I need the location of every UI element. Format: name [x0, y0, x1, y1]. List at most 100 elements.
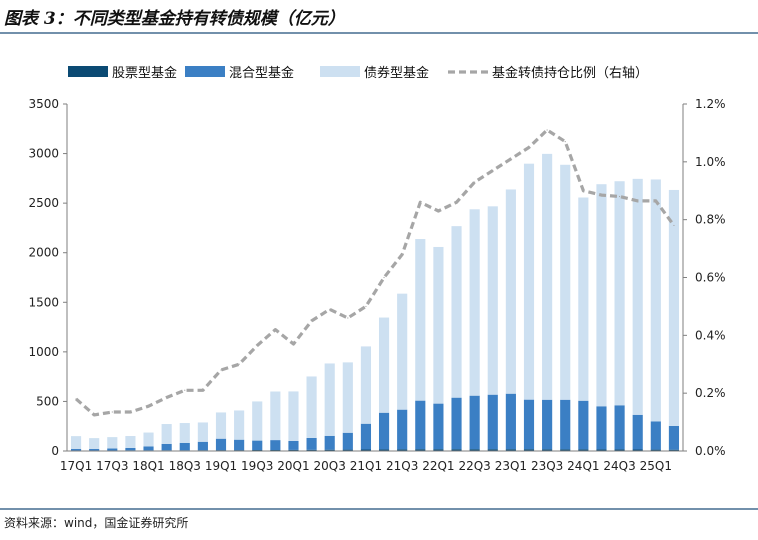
- bar-bond-fund: [143, 432, 154, 447]
- bar-mixed-fund: [469, 395, 480, 450]
- x-tick-label: 22Q3: [458, 459, 490, 473]
- y-left-tick-label: 500: [36, 394, 59, 408]
- ratio-line: [75, 128, 676, 417]
- ratio-point: [546, 129, 548, 131]
- ratio-point: [365, 305, 367, 308]
- ratio-point: [637, 200, 639, 202]
- ratio-point: [618, 195, 621, 198]
- bar-mixed-fund: [596, 406, 607, 450]
- bar-stock-fund: [397, 449, 408, 451]
- y-right-tick-label: 0.8%: [695, 213, 726, 227]
- bar-mixed-fund: [578, 400, 589, 450]
- bar-bond-fund: [306, 376, 317, 438]
- figure-title: 图表 3：不同类型基金持有转债规模（亿元）: [4, 9, 345, 29]
- x-tick-label: 23Q3: [531, 459, 563, 473]
- y-left-tick-label: 1000: [28, 345, 59, 359]
- bar-mixed-fund: [397, 409, 408, 450]
- bar-mixed-fund: [668, 425, 680, 450]
- y-left-tick-label: 3000: [28, 147, 59, 161]
- y-left-tick-label: 2500: [28, 196, 59, 210]
- ratio-point: [510, 158, 512, 160]
- legend-stock-label: 股票型基金: [112, 65, 177, 81]
- bar-bond-fund: [378, 317, 390, 413]
- ratio-point: [474, 181, 476, 183]
- bar-mixed-fund: [161, 443, 172, 451]
- bar-mixed-fund: [252, 440, 263, 451]
- x-tick-label: 23Q1: [495, 459, 527, 473]
- legend-bond-swatch: [320, 66, 360, 77]
- bar-stock-fund: [433, 449, 444, 451]
- bar-mixed-fund: [234, 439, 245, 451]
- source-note: 资料来源：wind，国金证券研究所: [4, 516, 189, 530]
- bar-bond-fund: [360, 346, 372, 424]
- x-tick-label: 21Q1: [350, 459, 382, 473]
- bar-mixed-fund: [324, 435, 335, 450]
- bar-mixed-fund: [415, 400, 426, 450]
- y-left-tick-label: 1500: [28, 295, 59, 309]
- ratio-point: [147, 405, 150, 407]
- bar-mixed-fund: [542, 399, 553, 450]
- ratio-point: [93, 414, 95, 416]
- legend-mixed: 混合型基金: [185, 65, 294, 81]
- bar-bond-fund: [397, 293, 408, 410]
- bar-mixed-fund: [288, 440, 299, 450]
- bar-stock-fund: [324, 449, 335, 451]
- y-left-tick-label: 3500: [28, 97, 59, 111]
- bar-stock-fund: [560, 449, 571, 451]
- bar-stock-fund: [523, 449, 535, 451]
- bar-mixed-fund: [143, 446, 154, 451]
- bar-stock-fund: [596, 449, 607, 451]
- bar-stock-fund: [650, 449, 661, 451]
- x-tick-label: 19Q3: [241, 459, 273, 473]
- x-tick-label: 20Q3: [314, 459, 346, 473]
- bar-bond-fund: [614, 181, 625, 406]
- y-right-tick-label: 0.0%: [695, 444, 726, 458]
- legend-ratio-label: 基金转债持仓比例（右轴）: [492, 65, 648, 81]
- y-axis-left: 0 500 1000 1500 2000 2500 3000 3500: [28, 97, 68, 458]
- ratio-point: [292, 343, 295, 345]
- bar-stock-fund: [542, 449, 553, 451]
- legend-stock: 股票型基金: [68, 65, 177, 81]
- bar-stock-fund: [360, 449, 372, 451]
- bar-bond-fund: [523, 163, 535, 400]
- bar-bond-fund: [596, 184, 607, 407]
- bar-mixed-fund: [632, 414, 643, 450]
- bar-stock-fund: [469, 449, 480, 451]
- legend: 股票型基金 混合型基金 债券型基金 基金转债持仓比例（右轴）: [68, 65, 648, 81]
- bar-mixed-fund: [505, 393, 516, 450]
- bars: [70, 153, 680, 451]
- ratio-point: [347, 317, 349, 319]
- bar-bond-fund: [415, 239, 426, 401]
- bar-mixed-fund: [560, 399, 571, 450]
- x-tick-label: 25Q1: [640, 459, 672, 473]
- bar-stock-fund: [487, 449, 498, 451]
- bar-mixed-fund: [378, 412, 390, 450]
- ratio-point: [455, 201, 458, 203]
- ratio-point: [310, 320, 313, 322]
- bar-stock-fund: [306, 449, 317, 451]
- bar-bond-fund: [107, 437, 118, 449]
- bar-bond-fund: [89, 438, 100, 450]
- ratio-point: [238, 363, 240, 365]
- bar-mixed-fund: [197, 441, 208, 451]
- ratio-point: [383, 276, 385, 279]
- bar-mixed-fund: [306, 437, 317, 450]
- y-right-tick-label: 0.4%: [695, 328, 726, 342]
- bar-bond-fund: [668, 189, 680, 426]
- y-right-tick-label: 0.6%: [695, 271, 726, 285]
- x-axis: 17Q1 17Q3 18Q1 18Q3 19Q1 19Q3 20Q1 20Q3 21Q1 21Q3…: [60, 450, 683, 473]
- ratio-point: [492, 169, 494, 172]
- bar-bond-fund: [234, 410, 245, 440]
- x-tick-label: 21Q3: [386, 459, 418, 473]
- ratio-point: [401, 253, 403, 255]
- legend-mixed-label: 混合型基金: [229, 65, 294, 81]
- bar-bond-fund: [161, 424, 172, 444]
- bar-bond-fund: [469, 209, 480, 396]
- bar-mixed-fund: [107, 448, 118, 451]
- bar-bond-fund: [632, 178, 643, 415]
- bar-bond-fund: [650, 179, 661, 422]
- bar-mixed-fund: [433, 403, 444, 450]
- ratio-point: [582, 190, 584, 192]
- x-tick-label: 17Q1: [60, 459, 92, 473]
- x-tick-label: 19Q1: [205, 459, 237, 473]
